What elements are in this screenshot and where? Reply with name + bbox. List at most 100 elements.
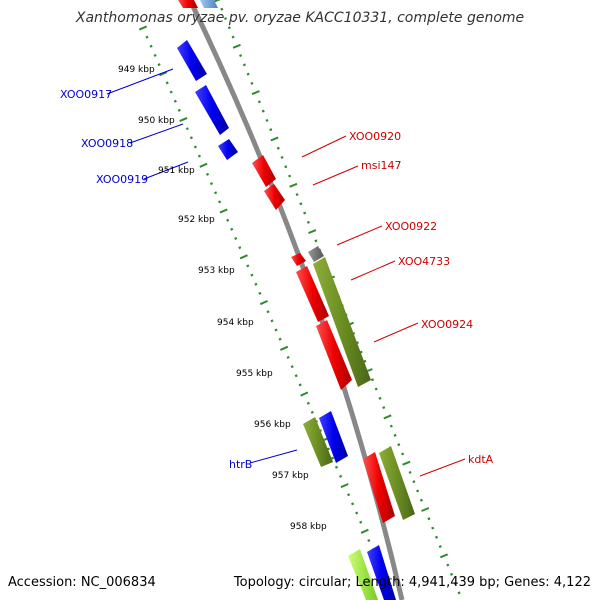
scale-tick-mark [449, 572, 454, 576]
scale-tick-mark [298, 383, 302, 387]
scale-tick-mark [299, 202, 303, 206]
feature-bottom-pale [348, 549, 378, 600]
scale-tick-mark [159, 71, 168, 77]
scale-tick-mark [149, 44, 153, 48]
scale-tick-mark [213, 0, 221, 3]
scale-tick-mark [246, 264, 250, 268]
tick-label: 958 kbp [290, 522, 327, 532]
feature-top-lightblue [200, 0, 218, 8]
scale-tick-mark [226, 218, 230, 222]
gene-xoo0920-arrow[interactable] [252, 155, 276, 187]
label-leaders [106, 68, 466, 477]
scale-tick-mark [239, 254, 248, 260]
gene-label-xoo0918[interactable]: XOO0918 [81, 137, 133, 150]
scale-tick-mark [363, 359, 367, 363]
scale-tick-mark [219, 208, 228, 214]
gene-kdta-arrow[interactable] [363, 452, 395, 523]
scale-tick-mark [179, 116, 188, 123]
scale-tick-mark [251, 90, 260, 96]
gene-label-msi147[interactable]: msi147 [361, 159, 402, 172]
gene-label-xoo0919[interactable]: XOO0919 [96, 173, 148, 186]
gene-label-xoo4733[interactable]: XOO4733 [398, 255, 450, 268]
scale-tick-mark [401, 452, 405, 456]
scale-tick-mark [199, 162, 208, 168]
scale-tick-mark [306, 401, 310, 405]
scale-tick-mark [270, 319, 274, 323]
scale-tick-mark [242, 63, 246, 67]
scale-tick-mark [189, 136, 193, 140]
scale-tick-mark [258, 291, 262, 295]
scale-tick-mark [397, 443, 401, 447]
scale-tick-mark [278, 337, 282, 341]
scale-tick-mark [223, 17, 228, 21]
tick-label: 954 kbp [217, 318, 254, 328]
scale-tick-mark [185, 127, 189, 131]
scale-tick-mark [427, 517, 431, 521]
gene-label-xoo0924[interactable]: XOO0924 [421, 318, 473, 331]
gene-labels: XOO0917 XOO0918 XOO0919 htrB XOO0920 msi… [60, 88, 494, 471]
scale-tick-mark [165, 81, 169, 85]
gene-htrb-olive[interactable] [303, 417, 333, 467]
scale-tick-mark [308, 229, 317, 235]
scale-tick-mark [360, 528, 369, 534]
scale-tick-mark [214, 191, 218, 195]
gene-red-arrow-a[interactable] [296, 266, 329, 322]
gene-label-xoo0920[interactable]: XOO0920 [349, 130, 401, 143]
scale-tick-mark [232, 43, 241, 49]
scale-tick-mark [310, 410, 314, 414]
genome-backbone [187, 0, 405, 600]
scale-tick-mark [438, 545, 442, 549]
scale-tick-mark [270, 136, 279, 142]
gene-red-arrow-b[interactable] [316, 320, 352, 390]
gene-label-htrb[interactable]: htrB [229, 458, 252, 471]
tick-label: 953 kbp [198, 266, 235, 276]
scale-tick-mark [280, 155, 284, 159]
scale-tick-mark [374, 387, 378, 391]
scale-tick-mark [173, 99, 177, 103]
scale-tick-mark [334, 465, 339, 469]
gene-xoo0922-block[interactable] [308, 246, 324, 262]
scale-tick-mark [266, 310, 270, 314]
scale-tick-mark [453, 582, 457, 586]
tick-label: 955 kbp [236, 369, 273, 379]
scale-tick-mark [138, 25, 148, 31]
scale-tick-mark [250, 273, 254, 277]
scale-tick-mark [153, 53, 157, 57]
scale-tick-mark [419, 498, 423, 502]
scale-tick-mark [230, 227, 234, 231]
scale-tick-mark [434, 535, 439, 539]
gene-label-kdta[interactable]: kdtA [468, 453, 494, 466]
gene-features [177, 0, 415, 600]
gene-htrb-arrow[interactable] [319, 411, 348, 463]
scale-tick-mark [370, 378, 375, 382]
feature-bottom-blue [367, 545, 396, 600]
gene-xoo0924-olive[interactable] [313, 257, 371, 387]
gene-xoo0918-arrow[interactable] [195, 85, 229, 135]
scale-tick-mark [289, 182, 298, 188]
gene-kdta-olive[interactable] [379, 446, 415, 520]
scale-tick-mark [402, 460, 411, 466]
scale-tick-labels: 949 kbp 950 kbp 951 kbp 952 kbp 953 kbp … [118, 65, 327, 532]
scale-tick-mark [446, 563, 450, 567]
gene-label-xoo0917[interactable]: XOO0917 [60, 88, 112, 101]
scale-tick-mark [412, 480, 416, 484]
scale-tick-mark [314, 239, 318, 243]
scale-tick-mark [259, 299, 269, 306]
scale-tick-mark [367, 538, 371, 543]
gene-xoo4733-arrow[interactable] [291, 253, 306, 266]
gene-xoo0919-arrow[interactable] [218, 139, 238, 160]
scale-tick-mark [286, 355, 290, 359]
scale-tick-mark [439, 553, 449, 559]
scale-tick-mark [389, 424, 393, 428]
feature-top-red [178, 0, 198, 8]
map-title: Xanthomonas oryzae pv. oryzae KACC10331,… [75, 10, 524, 26]
gene-label-xoo0922[interactable]: XOO0922 [385, 220, 437, 233]
scale-tick-mark [246, 72, 250, 76]
gene-msi147-arrow[interactable] [264, 184, 285, 210]
scale-tick-mark [177, 108, 181, 112]
topology-text: Topology: circular; Length: 4,941,439 bp… [233, 575, 591, 590]
gene-xoo0917-arrow[interactable] [177, 40, 207, 81]
scale-tick-mark [457, 591, 461, 595]
